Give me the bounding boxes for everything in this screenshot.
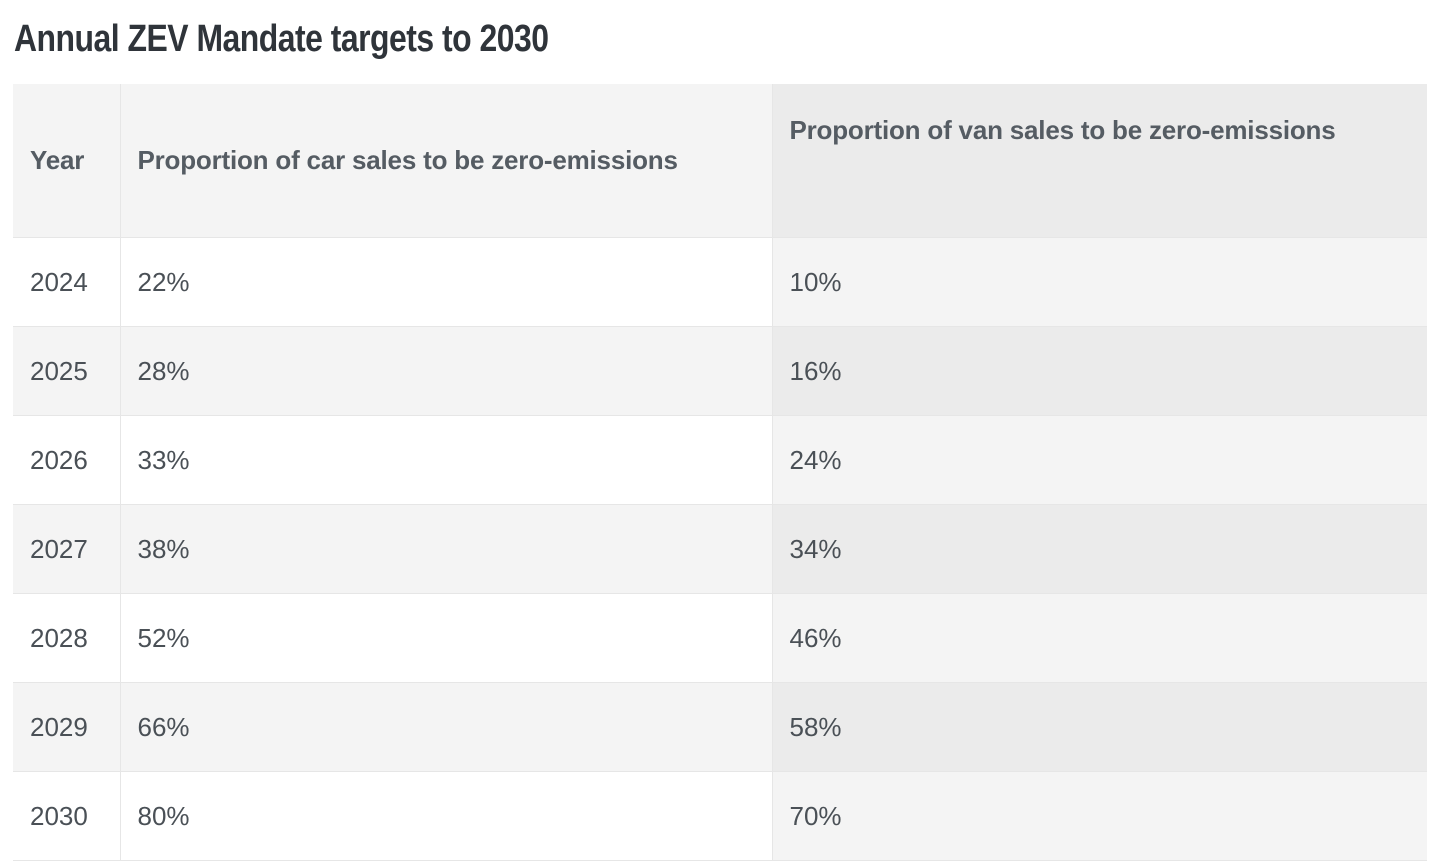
column-header-year: Year: [13, 84, 121, 238]
car-share-cell: 80%: [120, 771, 773, 861]
van-share-cell: 46%: [772, 593, 1427, 683]
table-row: 2024 22% 10%: [13, 237, 1427, 327]
year-cell: 2027: [13, 504, 121, 594]
year-cell: 2026: [13, 415, 121, 505]
car-share-cell: 28%: [120, 326, 773, 416]
column-header-car-sales: Proportion of car sales to be zero-emiss…: [120, 84, 773, 238]
car-share-cell: 38%: [120, 504, 773, 594]
header-row: Year Proportion of car sales to be zero-…: [13, 84, 1427, 238]
car-share-cell: 66%: [120, 682, 773, 772]
table-body: 2024 22% 10% 2025 28% 16% 2026 33% 24% 2…: [13, 237, 1427, 861]
table-row: 2028 52% 46%: [13, 593, 1427, 683]
year-cell: 2028: [13, 593, 121, 683]
targets-table-container: Year Proportion of car sales to be zero-…: [13, 84, 1427, 861]
van-share-cell: 70%: [772, 771, 1427, 861]
year-cell: 2025: [13, 326, 121, 416]
page-title: Annual ZEV Mandate targets to 2030: [14, 18, 549, 60]
van-share-cell: 34%: [772, 504, 1427, 594]
van-share-cell: 10%: [772, 237, 1427, 327]
van-share-cell: 24%: [772, 415, 1427, 505]
van-share-cell: 58%: [772, 682, 1427, 772]
year-cell: 2029: [13, 682, 121, 772]
table-row: 2025 28% 16%: [13, 326, 1427, 416]
table-row: 2029 66% 58%: [13, 682, 1427, 772]
van-share-cell: 16%: [772, 326, 1427, 416]
table-header: Year Proportion of car sales to be zero-…: [13, 84, 1427, 238]
car-share-cell: 22%: [120, 237, 773, 327]
year-cell: 2030: [13, 771, 121, 861]
column-header-van-sales: Proportion of van sales to be zero-emiss…: [772, 84, 1427, 238]
car-share-cell: 52%: [120, 593, 773, 683]
table-row: 2030 80% 70%: [13, 771, 1427, 861]
table-row: 2026 33% 24%: [13, 415, 1427, 505]
car-share-cell: 33%: [120, 415, 773, 505]
zev-targets-table: Year Proportion of car sales to be zero-…: [13, 84, 1427, 861]
year-cell: 2024: [13, 237, 121, 327]
table-row: 2027 38% 34%: [13, 504, 1427, 594]
